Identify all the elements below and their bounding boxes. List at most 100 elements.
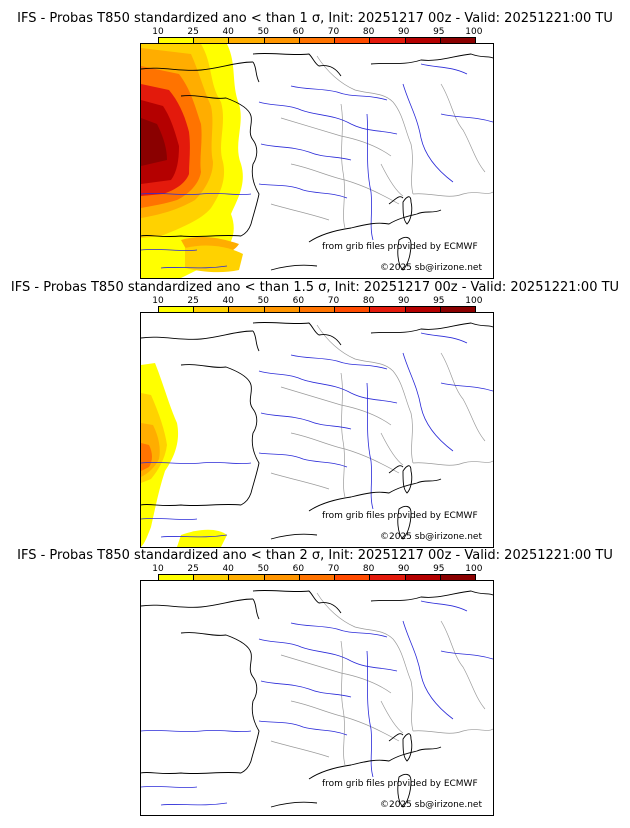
admin-border [290,432,400,474]
river-line [290,85,388,101]
river-line [141,249,198,251]
coastline [370,590,493,602]
colorbar-segment [229,38,265,46]
coastline [388,465,404,474]
coastline [270,264,318,271]
colorbar-segment [440,38,475,46]
coastline [240,163,260,237]
admin-border [270,203,330,221]
colorbar-segment [405,38,441,46]
admin-border [380,700,404,734]
sardinia-outline [397,236,412,271]
colorbar-segment [159,307,195,315]
colorbar-tick-label: 60 [292,296,305,306]
admin-border [316,592,414,732]
admin-border [280,386,392,426]
coastline [388,733,404,742]
colorbar-segment [440,307,475,315]
coastline [252,61,260,83]
colorbar-segment [335,575,371,583]
admin-border [340,103,346,229]
colorbar-segment [194,38,230,46]
admin-border [380,432,404,466]
corsica-outline [402,196,413,225]
colorbar-tick-label: 95 [433,296,445,306]
river-line [258,638,398,672]
panel-1sigma: IFS - Probas T850 standardized ano < tha… [0,11,630,281]
river-line [290,622,388,638]
coastline [141,598,254,608]
sardinia-outline [397,773,412,808]
colorbar-segment [264,38,300,46]
river-line [258,452,348,468]
colorbar-tick-label: 25 [187,296,199,306]
colorbar-tick-label: 60 [292,564,305,574]
copyright-credit: ©2025 sb@irizone.net [380,263,482,273]
coastline [180,95,258,165]
river-line [141,462,252,464]
admin-border [290,700,400,742]
sardinia-outline [397,505,412,540]
colorbar-segment [299,307,336,315]
source-credit: from grib files provided by ECMWF [322,242,478,252]
probability-shading [141,443,152,471]
coastline [308,209,442,243]
colorbar: 10 25 40 50 60 70 80 90 95 100 [152,564,482,590]
coastline [180,632,258,702]
panel-1-5sigma: IFS - Probas T850 standardized ano < tha… [0,280,630,550]
admin-border [290,163,400,205]
river-line [290,354,388,370]
colorbar-segment [194,307,230,315]
river-line [366,650,374,778]
coastline [270,801,318,808]
river-line [420,600,468,612]
admin-border [316,324,414,464]
river-line [420,332,468,344]
colorbar-segment [264,307,300,315]
coastline [252,52,342,77]
admin-border [380,163,404,197]
colorbar-tick-label: 90 [397,27,410,37]
admin-border [270,740,330,758]
corsica-outline [402,465,413,494]
river-line [160,534,228,538]
admin-border [316,55,414,195]
river-line [420,63,468,75]
coastline [308,478,442,512]
colorbar-segment [299,575,336,583]
colorbar-tick-label: 25 [187,27,199,37]
colorbar-tick-label: 90 [397,564,410,574]
river-line [260,143,352,161]
colorbar-segment [370,575,406,583]
copyright-credit: ©2025 sb@irizone.net [380,532,482,542]
colorbar-tick-label: 40 [222,27,234,37]
colorbar-tick-label: 80 [362,564,375,574]
river-line [258,101,398,135]
admin-border [440,620,486,710]
river-line [260,680,352,698]
source-credit: from grib files provided by ECMWF [322,779,478,789]
river-line [141,730,252,732]
river-line [141,193,252,195]
colorbar-tick-label: 70 [327,296,340,306]
colorbar-tick-label: 90 [397,296,410,306]
colorbar-tick-label: 70 [327,564,340,574]
colorbar-segment [370,38,406,46]
colorbar-tick-label: 40 [222,296,234,306]
colorbar-tick-label: 95 [433,564,445,574]
colorbar-tick-label: 100 [465,27,483,37]
colorbar-tick-label: 80 [362,27,375,37]
coastline [252,321,342,346]
panel-title: IFS - Probas T850 standardized ano < tha… [10,280,620,295]
admin-border [340,640,346,766]
panel-title: IFS - Probas T850 standardized ano < tha… [17,11,613,26]
map-svg [141,589,493,808]
colorbar-tick-label: 10 [152,296,164,306]
coastline [370,53,493,65]
river-line [440,650,493,660]
colorbar-segment [335,307,371,315]
coastline [252,589,342,614]
colorbar-segment [229,575,265,583]
river-line [440,382,493,392]
source-credit: from grib files provided by ECMWF [322,511,478,521]
